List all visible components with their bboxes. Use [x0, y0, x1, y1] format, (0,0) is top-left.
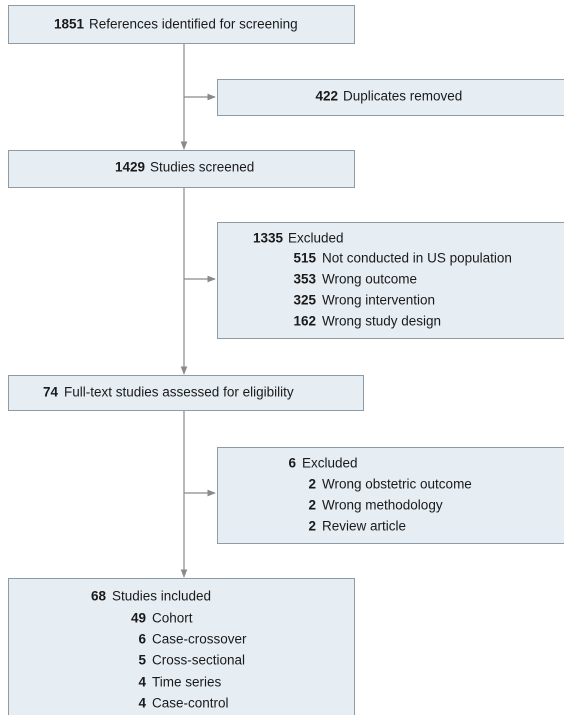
count: 2	[308, 477, 316, 492]
count: 4	[138, 696, 146, 711]
label: Not conducted in US population	[322, 251, 512, 266]
label: Case-control	[152, 696, 229, 711]
count: 68	[91, 589, 107, 604]
label: Review article	[322, 519, 406, 534]
box	[8, 5, 355, 44]
count: 162	[293, 314, 316, 329]
label: Wrong methodology	[322, 498, 443, 513]
label: Studies included	[112, 589, 211, 604]
count: 353	[293, 272, 316, 287]
count: 1335	[253, 231, 284, 246]
count: 422	[315, 89, 338, 104]
label: Case-crossover	[152, 632, 247, 647]
label: Wrong study design	[322, 314, 441, 329]
count: 2	[308, 498, 316, 513]
box	[217, 79, 564, 116]
box	[8, 578, 355, 715]
count: 1851	[54, 17, 85, 32]
label: Full-text studies assessed for eligibili…	[64, 385, 294, 400]
count: 325	[293, 293, 316, 308]
label: Excluded	[302, 456, 358, 471]
label: Cross-sectional	[152, 653, 245, 668]
box	[217, 447, 564, 544]
count: 2	[308, 519, 316, 534]
count: 74	[43, 385, 59, 400]
count: 5	[138, 653, 146, 668]
count: 6	[138, 632, 146, 647]
label: Excluded	[288, 231, 344, 246]
count: 4	[138, 675, 146, 690]
count: 49	[131, 611, 146, 626]
box	[8, 150, 355, 188]
label: References identified for screening	[89, 17, 298, 32]
box	[217, 222, 564, 339]
label: Wrong obstetric outcome	[322, 477, 472, 492]
label: Wrong outcome	[322, 272, 417, 287]
label: Time series	[152, 675, 222, 690]
count: 515	[293, 251, 316, 266]
count: 6	[288, 456, 296, 471]
label: Wrong intervention	[322, 293, 435, 308]
label: Duplicates removed	[343, 89, 462, 104]
count: 1429	[115, 160, 145, 175]
label: Cohort	[152, 611, 193, 626]
box	[8, 375, 364, 411]
label: Studies screened	[150, 160, 254, 175]
